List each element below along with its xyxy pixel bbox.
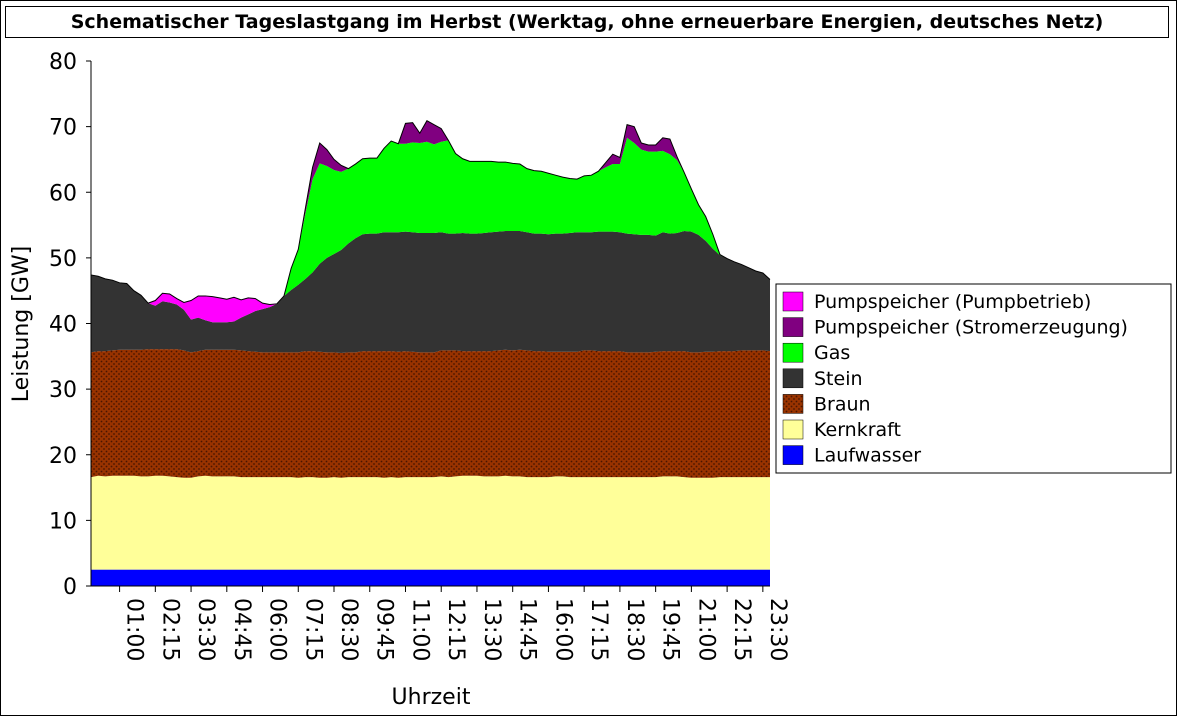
x-tick-label: 23:30 — [765, 598, 790, 661]
x-tick-label: 11:00 — [407, 598, 432, 661]
x-tick-label: 07:15 — [300, 598, 325, 661]
legend-swatch-laufwasser — [782, 445, 804, 465]
y-tick-label: 70 — [49, 116, 77, 141]
area-pumpspeicher-pumpbetrieb — [91, 120, 770, 323]
area-laufwasser — [91, 569, 770, 586]
y-tick-label: 60 — [49, 181, 77, 206]
legend-box — [775, 283, 1172, 474]
x-tick-label: 04:45 — [229, 598, 254, 661]
x-tick-label: 13:30 — [479, 598, 504, 661]
area-braun — [91, 349, 770, 478]
total-outline — [90, 120, 771, 305]
legend-label-gas: Gas — [814, 342, 850, 364]
x-tick-label: 06:00 — [265, 598, 290, 661]
y-axis-label: Leistung [GW] — [9, 246, 34, 402]
x-tick-label: 22:15 — [729, 598, 754, 661]
legend-swatch-pumpspeicher-stromerzeugung — [782, 317, 804, 337]
legend-swatch-stein — [782, 368, 804, 389]
x-tick-label: 19:45 — [658, 598, 683, 661]
legend-label-braun: Braun — [814, 393, 871, 415]
legend-label-stein: Stein — [814, 368, 863, 390]
y-tick-label: 80 — [49, 50, 77, 75]
x-axis: 01:00 02:15 03:30 04:45 06:00 07:15 08:30 09:45… — [91, 585, 790, 661]
legend-label-kernkraft: Kernkraft — [814, 419, 901, 441]
x-tick-label: 02:15 — [157, 598, 182, 661]
x-tick-label: 09:45 — [372, 598, 397, 661]
legend-label-pumpspeicher-stromerzeugung: Pumpspeicher (Stromerzeugung) — [814, 317, 1128, 339]
x-tick-label: 18:30 — [622, 598, 647, 661]
legend-label-pumpspeicher-pumpbetrieb: Pumpspeicher (Pumpbetrieb) — [814, 291, 1091, 313]
chart-title: Schematischer Tageslastgang im Herbst (W… — [70, 11, 1104, 33]
legend-swatch-pumpspeicher-pumpbetrieb — [782, 291, 804, 312]
x-tick-label: 03:30 — [193, 598, 218, 661]
area-kernkraft — [91, 475, 770, 570]
legend-swatch-braun — [782, 394, 804, 414]
y-tick-label: 0 — [63, 575, 77, 600]
x-tick-label: 08:30 — [336, 598, 361, 661]
plot-areas — [90, 120, 771, 586]
x-tick-label: 14:45 — [515, 598, 540, 661]
y-axis: 0 10 20 30 40 50 60 70 80 — [49, 50, 92, 600]
y-tick-label: 20 — [49, 444, 77, 469]
legend-swatch-gas — [782, 342, 804, 363]
legend-label-laufwasser: Laufwasser — [814, 445, 921, 467]
y-tick-label: 50 — [49, 247, 77, 272]
legend-swatch-kernkraft — [782, 419, 804, 440]
x-tick-label: 21:00 — [693, 598, 718, 661]
x-tick-label: 01:00 — [122, 598, 147, 661]
y-tick-label: 30 — [49, 378, 77, 403]
area-gas — [91, 137, 770, 323]
x-tick-label: 16:00 — [550, 598, 575, 661]
x-tick-label: 17:15 — [586, 598, 611, 661]
chart-title-box: Schematischer Tageslastgang im Herbst (W… — [5, 6, 1169, 38]
area-stein — [91, 230, 770, 354]
x-axis-label: Uhrzeit — [392, 685, 471, 710]
x-tick-label: 12:15 — [443, 598, 468, 661]
y-tick-label: 10 — [49, 509, 77, 534]
legend: Pumpspeicher (Pumpbetrieb) Pumpspeicher (… — [775, 283, 1172, 474]
y-tick-label: 40 — [49, 313, 77, 338]
